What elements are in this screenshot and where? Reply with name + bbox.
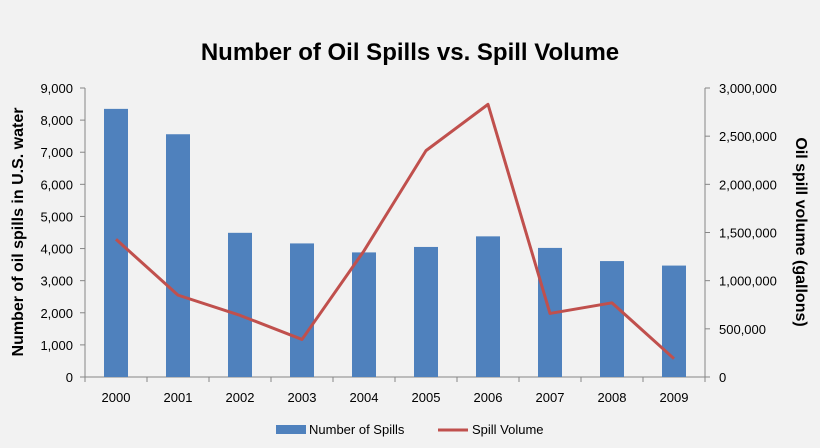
y-tick-label: 4,000 <box>40 242 73 257</box>
y-tick-label: 3,000 <box>40 274 73 289</box>
tick-labels: 0 1,000 2,000 3,000 4,000 5,000 6,000 7,000 8,00… <box>40 81 776 405</box>
x-tick-label: 2009 <box>660 390 689 405</box>
y-tick-label: 6,000 <box>40 177 73 192</box>
y2-tick-label: 3,000,000 <box>719 81 777 96</box>
bar-number-of-spills <box>166 134 190 377</box>
y2-tick-label: 2,000,000 <box>719 177 777 192</box>
y-axis-title: Number of oil spills in U.S. water <box>10 108 27 357</box>
bar-number-of-spills <box>104 108 128 377</box>
x-tick-label: 2002 <box>226 390 255 405</box>
bar-number-of-spills <box>228 232 252 377</box>
bar-number-of-spills <box>414 246 438 377</box>
x-tick-label: 2006 <box>474 390 503 405</box>
x-tick-label: 2004 <box>350 390 379 405</box>
y2-tick-label: 2,500,000 <box>719 129 777 144</box>
bar-number-of-spills <box>600 261 624 377</box>
legend: Number of Spills Spill Volume <box>276 422 544 437</box>
y2-tick-label: 500,000 <box>719 322 766 337</box>
x-tick-label: 2003 <box>288 390 317 405</box>
x-tick-label: 2007 <box>536 390 565 405</box>
line-series <box>114 102 676 360</box>
y-tick-label: 1,000 <box>40 338 73 353</box>
chart-title: Number of Oil Spills vs. Spill Volume <box>201 39 619 66</box>
bar-number-of-spills <box>290 243 314 377</box>
y-tick-label: 2,000 <box>40 306 73 321</box>
bar-series <box>104 108 686 377</box>
bar-number-of-spills <box>662 265 686 377</box>
line-spill-volume <box>114 102 676 360</box>
y2-tick-label: 0 <box>719 370 726 385</box>
y2-tick-label: 1,000,000 <box>719 274 777 289</box>
x-tick-label: 2001 <box>164 390 193 405</box>
x-tick-label: 2008 <box>598 390 627 405</box>
legend-label-spill-volume: Spill Volume <box>472 422 544 437</box>
bar-number-of-spills <box>476 236 500 377</box>
legend-swatch-number-of-spills <box>276 425 306 434</box>
y-tick-label: 7,000 <box>40 145 73 160</box>
y-tick-label: 5,000 <box>40 209 73 224</box>
legend-label-number-of-spills: Number of Spills <box>309 422 405 437</box>
y-tick-label: 0 <box>66 370 73 385</box>
y2-axis-title: Oil spill volume (gallons) <box>792 137 809 326</box>
y-tick-label: 9,000 <box>40 81 73 96</box>
y2-tick-label: 1,500,000 <box>719 226 777 241</box>
x-tick-label: 2000 <box>102 390 131 405</box>
y-tick-label: 8,000 <box>40 113 73 128</box>
x-tick-label: 2005 <box>412 390 441 405</box>
bar-number-of-spills <box>352 252 376 377</box>
